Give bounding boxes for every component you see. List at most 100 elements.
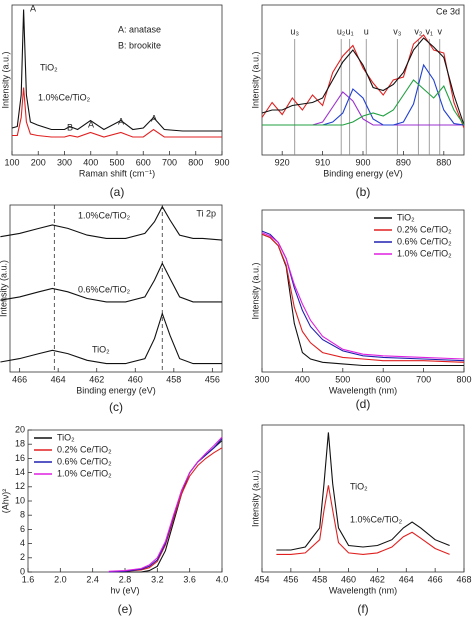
plot-frame [261,424,465,573]
x-tick-label: 462 [89,374,104,384]
x-tick-label: 890 [396,157,411,167]
x-tick-label: 600 [136,157,151,167]
series-line [12,87,222,138]
reference-label: u [364,26,369,36]
x-axis-label: Wavelength (nm) [329,385,397,395]
x-tick-label: 500 [335,374,350,384]
x-tick-label: 800 [188,157,203,167]
annotation: TiO₂ [92,344,110,354]
panel-label: (c) [109,400,123,414]
panel-label: (a) [110,185,125,199]
x-axis-label: hν (eV) [110,585,139,595]
x-tick-label: 2.0 [54,574,67,584]
series-line [276,485,450,555]
x-tick-label: 468 [456,574,471,584]
legend-label: 0.2% Ce/TiO₂ [397,224,452,234]
x-tick-label: 454 [254,574,269,584]
x-tick-label: 400 [83,157,98,167]
annotation: Ti 2p [196,208,216,218]
y-tick-label: 8 [20,510,25,520]
reference-label: v₃ [393,26,402,36]
x-tick-label: 460 [128,374,143,384]
series-line [108,447,223,573]
series-line [108,440,223,573]
x-tick-label: 920 [275,157,290,167]
x-tick-label: 462 [370,574,385,584]
legend-label: TiO₂ [57,432,75,442]
x-tick-label: 2.4 [86,574,99,584]
x-tick-label: 800 [456,374,471,384]
legend-label: 0.6% Ce/TiO₂ [57,456,112,466]
x-tick-label: 3.6 [183,574,196,584]
reference-label: v [438,26,443,36]
series-line [0,262,222,303]
y-tick-label: 10 [15,495,25,505]
y-tick-label: 14 [15,467,25,477]
x-tick-label: 464 [51,374,66,384]
x-tick-label: 466 [428,574,443,584]
legend-label: 0.2% Ce/TiO₂ [57,444,112,454]
plot-frame [9,204,223,373]
y-tick-label: 18 [15,439,25,449]
annotation: TiO₂ [40,62,58,72]
x-tick-label: 464 [399,574,414,584]
x-tick-label: 300 [57,157,72,167]
x-tick-label: 900 [355,157,370,167]
plot-frame [261,209,465,373]
reference-label: v₂ [414,26,423,36]
reference-label: v₁ [425,26,433,36]
y-axis-label: Intensity (a.u.) [250,51,260,108]
x-tick-label: 200 [31,157,46,167]
x-tick-label: 300 [254,374,269,384]
x-tick-label: 910 [315,157,330,167]
y-tick-label: 20 [15,424,25,434]
legend-label: 1.0% Ce/TiO₂ [57,468,112,478]
x-axis-label: Binding energy (eV) [323,168,403,178]
y-axis-label: Intensity (a.u.) [250,470,260,527]
y-axis-label: Intensity (a.u.) [0,260,8,317]
legend-label: 0.6% Ce/TiO₂ [397,236,452,246]
series-line [11,9,222,132]
x-tick-label: 458 [166,374,181,384]
panel-label: (b) [356,185,371,199]
panel-label: (d) [356,397,371,411]
y-axis-label: (Ahν)² [0,489,10,514]
annotation: Ce 3d [436,6,460,16]
x-tick-label: 460 [341,574,356,584]
x-tick-label: 400 [295,374,310,384]
x-tick-label: 458 [312,574,327,584]
series-line [261,232,465,360]
series-line [0,205,223,241]
x-tick-label: 466 [12,374,27,384]
panel-label: (f) [357,602,368,616]
plot-frame [11,4,223,156]
series-line [261,37,465,126]
y-tick-label: 0 [20,566,25,576]
y-axis-label: Intensity (a.u.) [250,262,260,319]
y-tick-label: 16 [15,453,25,463]
x-axis-label: Wavelength (nm) [329,585,397,595]
reference-label: u₁ [346,26,354,36]
x-tick-label: 880 [436,157,451,167]
x-tick-label: 1.6 [22,574,35,584]
y-tick-label: 6 [20,524,25,534]
annotation: 1.0%Ce/TiO₂ [38,92,91,102]
y-axis-label: Intensity (a.u.) [0,51,10,108]
x-tick-label: 700 [162,157,177,167]
x-tick-label: 4.0 [216,574,229,584]
series-line [108,436,223,572]
x-tick-label: 100 [4,157,19,167]
annotation: TiO₂ [350,481,368,491]
panel-label: (e) [118,602,133,616]
series-line [262,79,465,126]
legend-label: TiO₂ [397,212,415,222]
x-tick-label: 600 [376,374,391,384]
reference-label: u₂ [337,26,346,36]
x-tick-label: 456 [283,574,298,584]
annotation: A: anatase [118,24,161,34]
series-line [276,432,450,551]
annotation: 1.0%Ce/TiO₂ [78,210,131,220]
annotation: 0.6%Ce/TiO₂ [78,284,131,294]
x-axis-label: Raman shift (cm⁻¹) [79,168,155,178]
